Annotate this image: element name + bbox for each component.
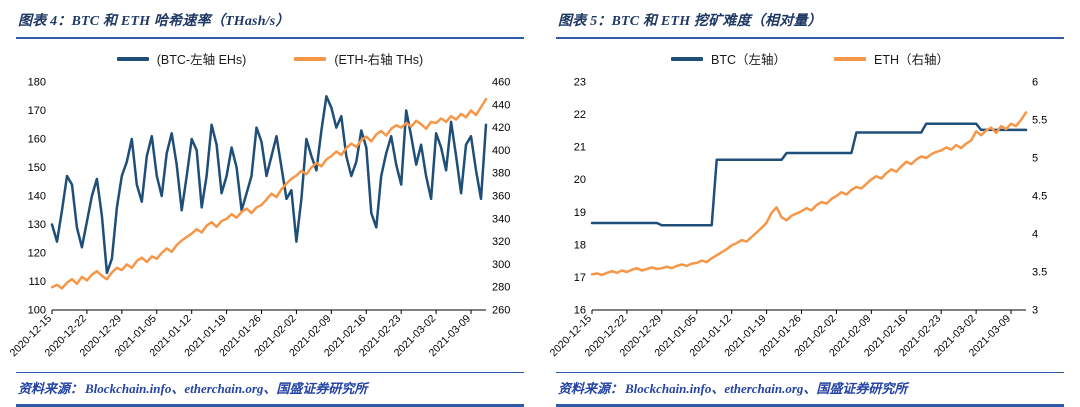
svg-text:180: 180 (28, 77, 46, 89)
svg-text:19: 19 (574, 207, 586, 219)
btc-line-swatch (670, 56, 703, 61)
legend-label-btc: BTC（左轴） (710, 53, 786, 68)
source-label: 资料来源： (558, 381, 624, 396)
svg-text:360: 360 (492, 191, 510, 203)
eth-line-swatch (834, 56, 866, 61)
chart-5-legend: BTC（左轴） ETH（右轴） (556, 47, 1064, 70)
source-text: Blockchain.info、etherchain.org、国盛证券研究所 (85, 381, 368, 396)
chart-canvas: 100 110 120 130 140 150 160 170 180 260 280 300 320 3… (8, 77, 511, 360)
svg-text:120: 120 (28, 248, 46, 260)
legend-item-btc: (BTC-左轴 EHs) (116, 49, 247, 68)
svg-text:16: 16 (574, 305, 586, 317)
svg-text:420: 420 (492, 122, 510, 134)
svg-text:320: 320 (492, 236, 510, 248)
source-label: 资料来源： (18, 381, 84, 396)
svg-text:20: 20 (574, 174, 586, 186)
svg-text:110: 110 (28, 276, 46, 288)
legend-item-eth: ETH（右轴） (834, 49, 949, 68)
legend-item-btc: BTC（左轴） (670, 49, 786, 68)
svg-text:380: 380 (492, 168, 510, 180)
eth-line-swatch (294, 56, 327, 61)
figure-4-source-line: 资料来源： Blockchain.info、etherchain.org、国盛证券… (16, 372, 524, 407)
svg-text:140: 140 (28, 191, 46, 203)
svg-text:100: 100 (28, 305, 46, 317)
svg-text:300: 300 (492, 259, 510, 271)
figure-4-panel: 图表 4：BTC 和 ETH 哈希速率（THash/s） (BTC-左轴 EHs… (8, 8, 524, 407)
btc-line-swatch (116, 56, 149, 61)
svg-text:160: 160 (28, 134, 46, 146)
svg-text:3.5: 3.5 (1032, 267, 1047, 279)
chart-4-legend: (BTC-左轴 EHs) (ETH-右轴 THs) (16, 47, 524, 70)
svg-text:5: 5 (1032, 153, 1038, 165)
svg-text:280: 280 (492, 282, 510, 294)
figure-5-title: 图表 5：BTC 和 ETH 挖矿难度（相对量） (556, 8, 1064, 39)
figure-5-panel: 图表 5：BTC 和 ETH 挖矿难度（相对量） BTC（左轴） ETH（右轴）… (540, 0, 1080, 407)
hashrate-line-chart: 100 110 120 130 140 150 160 170 180 260 280 300 320 3… (8, 70, 524, 372)
svg-text:460: 460 (492, 77, 510, 89)
svg-text:4: 4 (1032, 229, 1038, 241)
figure-5-source-line: 资料来源： Blockchain.info、etherchain.org、国盛证券… (556, 372, 1064, 407)
svg-text:340: 340 (492, 214, 510, 226)
difficulty-line-chart: 16 17 18 19 20 21 22 23 3 3.5 4 4.5 5 5.5 6 2020-12-15 2… (548, 70, 1064, 372)
svg-text:6: 6 (1032, 77, 1038, 89)
svg-text:21: 21 (574, 142, 586, 154)
svg-text:130: 130 (28, 219, 46, 231)
chart-canvas: 161718192021222333.544.555.562020-12-152… (548, 77, 1048, 360)
svg-text:3: 3 (1032, 305, 1038, 317)
svg-text:18: 18 (574, 240, 586, 252)
source-text: Blockchain.info、etherchain.org、国盛证券研究所 (625, 381, 908, 396)
svg-text:23: 23 (574, 77, 586, 89)
svg-text:260: 260 (492, 305, 510, 317)
svg-text:150: 150 (28, 162, 46, 174)
figure-4-title: 图表 4：BTC 和 ETH 哈希速率（THash/s） (16, 8, 524, 39)
svg-text:5.5: 5.5 (1032, 115, 1047, 127)
legend-label-btc: (BTC-左轴 EHs) (156, 53, 247, 68)
legend-label-eth: ETH（右轴） (874, 53, 950, 68)
svg-text:400: 400 (492, 145, 510, 157)
svg-text:440: 440 (492, 100, 510, 112)
svg-text:17: 17 (574, 272, 586, 284)
legend-item-eth: (ETH-右轴 THs) (294, 49, 423, 68)
svg-text:4.5: 4.5 (1032, 191, 1047, 203)
svg-text:170: 170 (28, 105, 46, 117)
svg-text:22: 22 (574, 109, 586, 121)
legend-label-eth: (ETH-右轴 THs) (334, 53, 424, 68)
